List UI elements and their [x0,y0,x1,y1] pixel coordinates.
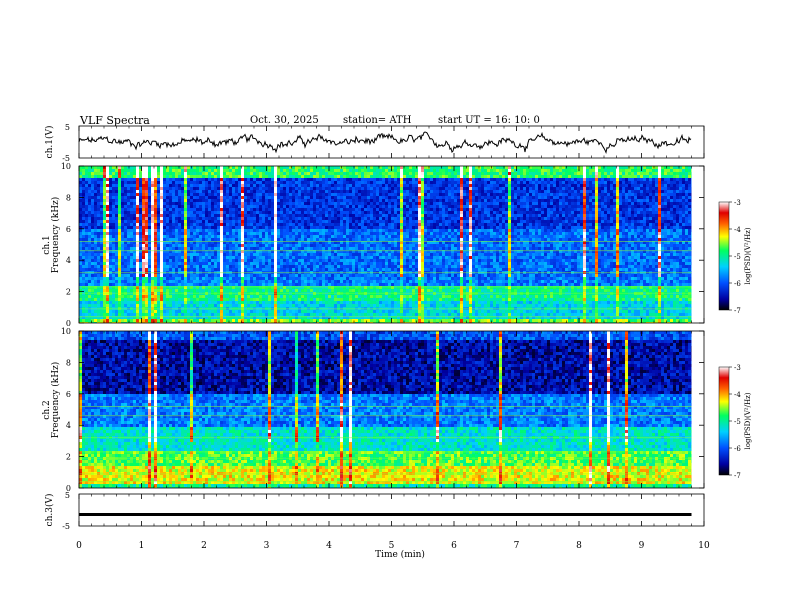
colorbar-tick-label: -4 [734,226,741,234]
ch2-colorbar: -3 -4 -5 -6 -7 log(PSD)(V²/Hz) [718,364,752,480]
xaxis-tick-label: 4 [326,541,332,551]
ch2-spec-channel-label: ch.2 [42,400,52,419]
ch3-axes-frame [78,493,705,527]
colorbar-tick-label: -6 [734,445,741,453]
ch1-waveform-line [78,131,692,154]
ch1-colorbar-gradient [718,201,730,311]
yaxis-tick-label: 2 [66,288,71,297]
xaxis-tick-label: 9 [639,541,645,551]
yaxis-tick-label: 8 [66,193,71,202]
ch1-spectrogram-panel: 0 2 4 6 8 10 ch.1 Frequency (kHz) [42,162,705,328]
ch1-spec-ylabel: Frequency (kHz) [50,197,61,274]
ch3-waveform-panel: 5 -5 ch.3(V) [44,491,705,531]
ch2-colorbar-gradient [718,366,730,476]
xaxis-tick-label: 10 [698,541,710,551]
yaxis-tick-label: 10 [61,162,71,171]
start-time-label: start UT = 16: 10: 0 [438,115,540,126]
ch3-ytick-5: 5 [65,491,70,500]
chart-title: VLF Spectra [80,114,150,127]
xaxis-tick-label: 2 [201,541,207,551]
xaxis-tick-label: 1 [139,541,145,551]
colorbar-tick-label: -5 [734,418,741,426]
station-label: station= ATH [343,115,411,126]
ch2-spectrogram-image [79,331,692,488]
ch1-ylabel: ch.1(V) [44,126,55,159]
ch1-ytick-neg5: -5 [62,154,70,163]
ch1-colorbar: -3 -4 -5 -6 -7 log(PSD)(V²/Hz) [718,199,752,315]
ch2-spectrogram-panel: 0 2 4 6 8 10 ch.2 Frequency (kHz) [42,327,705,493]
colorbar-tick-label: -7 [734,472,741,480]
ch1-colorbar-label: log(PSD)(V²/Hz) [744,227,752,284]
ch1-spec-channel-label: ch.1 [42,235,52,254]
xaxis-tick-label: 6 [451,541,457,551]
xaxis-label: Time (min) [375,549,425,560]
ch1-axes-frame [78,125,705,159]
yaxis-tick-label: 4 [66,256,71,265]
yaxis-tick-label: 10 [61,327,71,336]
colorbar-tick-label: -6 [734,280,741,288]
xaxis-tick-label: 5 [389,541,395,551]
colorbar-tick-label: -7 [734,307,741,315]
yaxis-tick-label: 0 [66,319,71,328]
xaxis-tick-label: 7 [514,541,520,551]
xaxis-tick-label: 8 [576,541,582,551]
yaxis-tick-label: 0 [66,484,71,493]
ch2-spec-ylabel: Frequency (kHz) [50,362,61,439]
ch1-ytick-5: 5 [65,123,70,132]
yaxis-tick-label: 2 [66,453,71,462]
colorbar-tick-label: -3 [734,364,741,372]
yaxis-tick-label: 6 [66,225,71,234]
time-axis: 0 1 2 3 4 5 6 7 8 9 10 [76,126,710,551]
ch3-ylabel: ch.3(V) [44,494,55,527]
xaxis-tick-label: 0 [76,541,82,551]
ch1-spectrogram-image [79,166,692,323]
yaxis-tick-label: 4 [66,421,71,430]
xaxis-tick-label: 3 [264,541,270,551]
yaxis-tick-label: 6 [66,390,71,399]
ch1-waveform-panel: 5 -5 ch.1(V) [44,123,705,163]
colorbar-tick-label: -4 [734,391,741,399]
colorbar-tick-label: -5 [734,253,741,261]
colorbar-tick-label: -3 [734,199,741,207]
yaxis-tick-label: 8 [66,358,71,367]
ch2-colorbar-label: log(PSD)(V²/Hz) [744,392,752,449]
date-label: Oct. 30, 2025 [250,115,319,126]
ch3-ytick-neg5: -5 [62,522,70,531]
